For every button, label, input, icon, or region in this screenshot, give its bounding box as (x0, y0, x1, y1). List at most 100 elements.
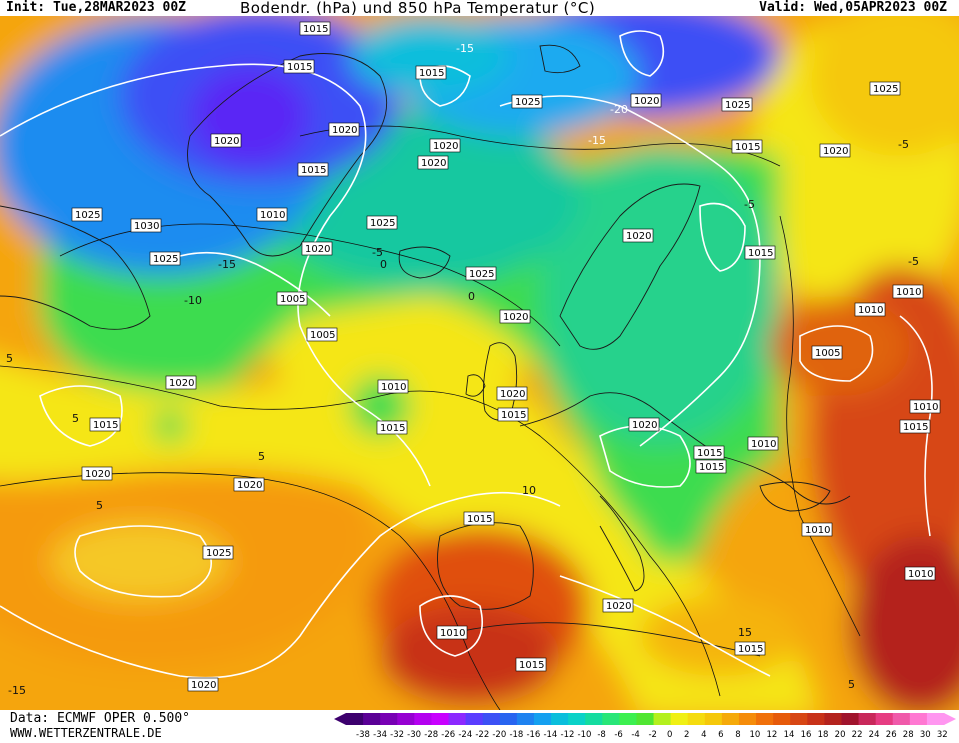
svg-text:1020: 1020 (626, 231, 651, 242)
temp-label: -10 (184, 294, 202, 307)
svg-text:1020: 1020 (214, 136, 239, 147)
pressure-label: 1020 (81, 466, 113, 481)
legend-bar: -38 -34 -32 -30 -28 -26 -24 -22 -20 -18 -16 -14 -12-… (334, 713, 956, 740)
valid-time: Valid: Wed,05APR2023 00Z (759, 0, 947, 15)
svg-text:1015: 1015 (699, 462, 724, 473)
legend-swatch (756, 713, 774, 725)
temp-label: -5 (908, 255, 919, 268)
svg-text:1025: 1025 (469, 269, 494, 280)
legend-tick-label: -8 (597, 730, 605, 739)
svg-text:1010: 1010 (381, 382, 406, 393)
temp-label: -20 (610, 103, 628, 116)
temp-label: 5 (72, 412, 79, 425)
legend-swatch (807, 713, 825, 725)
legend-tick-label: 8 (735, 730, 740, 739)
svg-text:1015: 1015 (519, 660, 544, 671)
legend-tick-label: 12 (766, 730, 777, 739)
temp-label: -5 (744, 198, 755, 211)
legend-tick-label: -22 (475, 730, 489, 739)
pressure-label: 1010 (377, 379, 409, 394)
svg-text:1025: 1025 (370, 218, 395, 229)
legend-swatch (363, 713, 381, 725)
pressure-label: 1010 (436, 625, 468, 640)
legend-swatch (482, 713, 501, 725)
pressure-label: 1015 (734, 641, 766, 656)
temp-label: -15 (8, 684, 26, 697)
legend-tick-label: 26 (886, 730, 897, 739)
data-source: Data: ECMWF OPER 0.500° (10, 711, 191, 726)
svg-text:1025: 1025 (75, 210, 100, 221)
svg-text:1010: 1010 (908, 569, 933, 580)
pressure-label: 1025 (202, 545, 234, 560)
legend-swatch (346, 713, 364, 725)
svg-text:1010: 1010 (896, 287, 921, 298)
pressure-label: 1015 (299, 21, 331, 36)
pressure-label: 1015 (731, 139, 763, 154)
svg-text:1025: 1025 (153, 254, 178, 265)
pressure-label: 1010 (747, 436, 779, 451)
svg-text:1010: 1010 (858, 305, 883, 316)
pressure-labels: 1015 1015 1015 1025 1020 1020 1020 1025 … (71, 21, 941, 692)
pressure-label: 1015 (297, 162, 329, 177)
svg-text:1030: 1030 (134, 221, 159, 232)
pressure-label: 1025 (465, 266, 497, 281)
pressure-label: 1020 (417, 155, 449, 170)
chart-title: Bodendr. (hPa) und 850 hPa Temperatur (°… (240, 0, 596, 17)
svg-text:1015: 1015 (697, 448, 722, 459)
legend-swatch (431, 713, 450, 725)
pressure-label: 1015 (376, 420, 408, 435)
legend-tick-label: 18 (818, 730, 829, 739)
legend-swatch (465, 713, 484, 725)
legend-tick-label: -2 (648, 730, 656, 739)
svg-text:1005: 1005 (280, 294, 305, 305)
pressure-label: 1015 (515, 657, 547, 672)
init-time: Init: Tue,28MAR2023 00Z (6, 0, 187, 15)
pressure-label: 1015 (283, 59, 315, 74)
pressure-label: 1020 (628, 417, 660, 432)
svg-text:1020: 1020 (632, 420, 657, 431)
pressure-label: 1015 (693, 445, 725, 460)
legend-tick-label: 6 (718, 730, 723, 739)
svg-text:1005: 1005 (310, 330, 335, 341)
temp-label: -5 (372, 246, 383, 259)
pressure-label: 1015 (463, 511, 495, 526)
pressure-label: 1015 (415, 65, 447, 80)
pressure-label: 1020 (328, 122, 360, 137)
legend-swatch (790, 713, 808, 725)
legend-tick-label: -30 (407, 730, 421, 739)
legend-tick-label: -12 (561, 730, 575, 739)
pressure-label: 1020 (187, 677, 219, 692)
svg-text:1015: 1015 (735, 142, 760, 153)
chart-header: Init: Tue,28MAR2023 00Z Bodendr. (hPa) u… (0, 0, 959, 16)
legend-swatch (773, 713, 791, 725)
svg-text:1015: 1015 (903, 422, 928, 433)
svg-text:1015: 1015 (287, 62, 312, 73)
legend-swatch (516, 713, 535, 725)
svg-text:1015: 1015 (303, 24, 328, 35)
svg-text:1015: 1015 (467, 514, 492, 525)
legend-tick-label: -10 (578, 730, 592, 739)
legend-swatch (875, 713, 894, 725)
svg-text:1015: 1015 (380, 423, 405, 434)
legend-tick-label: -14 (543, 730, 557, 739)
legend-swatch (619, 713, 637, 725)
svg-text:1015: 1015 (501, 410, 526, 421)
isobars (0, 30, 933, 679)
legend-swatch (551, 713, 569, 725)
pressure-label: 1020 (819, 143, 851, 158)
legend-swatch (499, 713, 518, 725)
svg-text:1010: 1010 (913, 402, 938, 413)
website-credit: WWW.WETTERZENTRALE.DE (10, 726, 162, 740)
temp-label: 10 (522, 484, 536, 497)
svg-text:1020: 1020 (332, 125, 357, 136)
legend-swatch (670, 713, 689, 725)
temp-label: -15 (456, 42, 474, 55)
pressure-label: 1020 (622, 228, 654, 243)
temperature-labels: -15 -15 -20 -15 -5 -10 -5 0 5 5 5 0 -5 -… (6, 42, 919, 697)
svg-text:1015: 1015 (748, 248, 773, 259)
legend-tick-label: 16 (801, 730, 812, 739)
legend-swatch (636, 713, 655, 725)
legend-swatch (397, 713, 415, 725)
pressure-label: 1015 (89, 417, 121, 432)
pressure-label: 1025 (149, 251, 181, 266)
